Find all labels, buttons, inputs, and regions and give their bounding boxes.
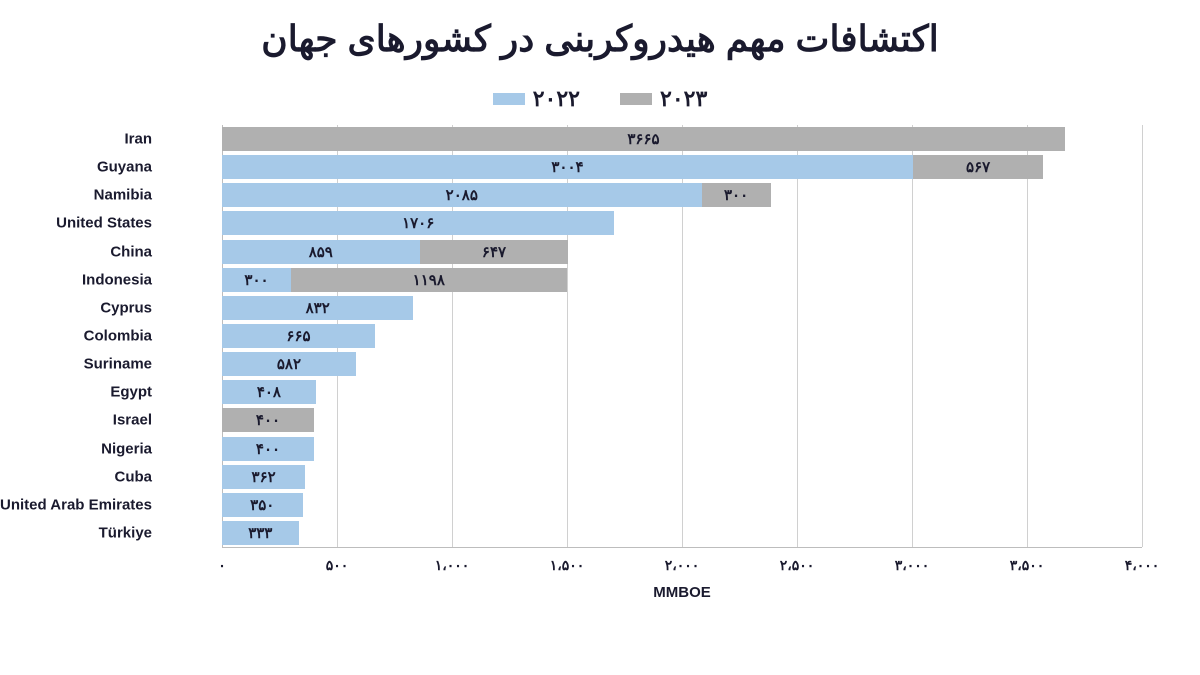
bar-value-label: ۸۳۲	[306, 299, 330, 317]
hydrocarbon-discoveries-chart: اکتشافات مهم هیدروکربنی در کشورهای جهان …	[0, 0, 1200, 675]
x-tick-label: ۵۰۰	[326, 557, 349, 574]
legend-label: ۲۰۲۳	[660, 86, 707, 111]
legend-item: ۲۰۲۳	[620, 85, 707, 112]
gridline	[912, 125, 913, 547]
gridline	[1027, 125, 1028, 547]
bar-value-label: ۴۰۰	[256, 440, 280, 458]
x-axis-label: MMBOE	[222, 584, 1142, 601]
country-label: Nigeria	[0, 440, 152, 457]
legend-swatch	[493, 93, 525, 105]
chart-title: اکتشافات مهم هیدروکربنی در کشورهای جهان	[0, 18, 1200, 60]
country-label: United Arab Emirates	[0, 496, 152, 513]
bar-value-label: ۲۰۸۵	[446, 186, 478, 204]
bar-value-label: ۶۴۷	[482, 243, 506, 261]
bar-value-label: ۳۰۰	[244, 271, 268, 289]
country-label: Cyprus	[0, 299, 152, 316]
country-label: Iran	[0, 131, 152, 148]
bar-value-label: ۱۱۹۸	[413, 271, 445, 289]
country-label: Türkiye	[0, 524, 152, 541]
legend-label: ۲۰۲۲	[533, 86, 580, 111]
bar-value-label: ۳۶۲	[252, 468, 276, 486]
legend-swatch	[620, 93, 652, 105]
bar-value-label: ۴۰۸	[257, 383, 281, 401]
x-tick-label: ۴،۰۰۰	[1125, 557, 1160, 574]
country-label: Cuba	[0, 468, 152, 485]
country-label: United States	[0, 215, 152, 232]
x-tick-label: ۳،۵۰۰	[1010, 557, 1045, 574]
country-label: Suriname	[0, 356, 152, 373]
x-tick-label: ۱،۵۰۰	[550, 557, 585, 574]
plot-area: MMBOE ۰۵۰۰۱،۰۰۰۱،۵۰۰۲،۰۰۰۲،۵۰۰۳،۰۰۰۳،۵۰۰…	[222, 125, 1142, 605]
chart-legend: ۲۰۲۲ ۲۰۲۳	[0, 85, 1200, 112]
bar-value-label: ۶۶۵	[286, 327, 310, 345]
gridline	[797, 125, 798, 547]
country-label: China	[0, 243, 152, 260]
x-tick-label: ۳،۰۰۰	[895, 557, 930, 574]
bar-value-label: ۳۰۰	[724, 186, 748, 204]
bar-value-label: ۵۶۷	[966, 158, 990, 176]
bar-value-label: ۴۰۰	[256, 411, 280, 429]
x-tick-label: ۲،۰۰۰	[665, 557, 700, 574]
country-label: Israel	[0, 412, 152, 429]
country-label: Namibia	[0, 187, 152, 204]
legend-item: ۲۰۲۲	[493, 85, 580, 112]
bar-value-label: ۳۳۳	[248, 524, 272, 542]
x-tick-label: ۲،۵۰۰	[780, 557, 815, 574]
country-label: Egypt	[0, 384, 152, 401]
x-tick-label: ۱،۰۰۰	[435, 557, 470, 574]
x-tick-label: ۰	[218, 557, 226, 574]
bar-value-label: ۸۵۹	[309, 243, 333, 261]
bar-value-label: ۵۸۲	[277, 355, 301, 373]
country-label: Colombia	[0, 328, 152, 345]
country-label: Guyana	[0, 159, 152, 176]
country-label: Indonesia	[0, 271, 152, 288]
bar-value-label: ۳۰۰۴	[551, 158, 583, 176]
bar-value-label: ۳۵۰	[250, 496, 274, 514]
bar-value-label: ۳۶۶۵	[627, 130, 659, 148]
bar-value-label: ۱۷۰۶	[402, 214, 434, 232]
gridline	[1142, 125, 1143, 547]
